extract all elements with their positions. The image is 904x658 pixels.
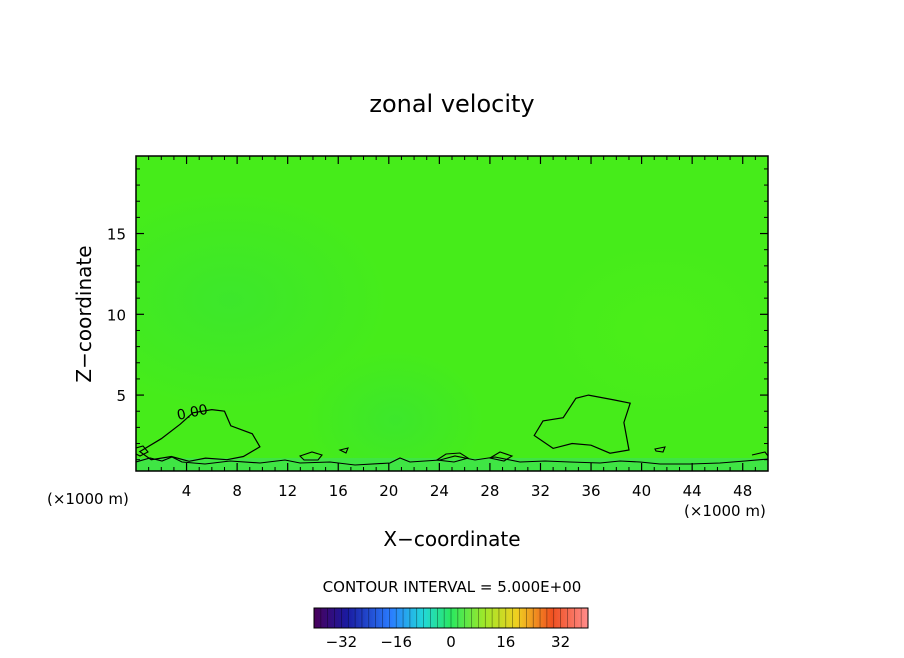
y-tick-label: 10 xyxy=(107,306,126,324)
surface-contour-cell xyxy=(136,445,149,457)
field-shade-right xyxy=(540,240,768,420)
y-tick-label: 15 xyxy=(107,226,126,244)
x-tick-label: 28 xyxy=(480,482,499,500)
colorbar-tick-label: −16 xyxy=(380,633,412,651)
x-tick-label: 32 xyxy=(531,482,550,500)
x-axis-label: X−coordinate xyxy=(383,527,520,551)
x-tick-label: 24 xyxy=(430,482,449,500)
surface-contour-cell xyxy=(751,451,768,457)
x-tick-label: 12 xyxy=(278,482,297,500)
x-tick-label: 4 xyxy=(182,482,192,500)
y-tick-label: 5 xyxy=(116,387,126,405)
zero-contour-line xyxy=(138,408,261,462)
surface-contour-cell xyxy=(654,446,666,453)
contour-label: 0.00 xyxy=(176,402,210,424)
surface-contour-cell xyxy=(338,447,349,454)
contour-interval-text: CONTOUR INTERVAL = 5.000E+00 xyxy=(323,578,582,596)
field-shade-center xyxy=(305,350,485,471)
surface-contour-cell xyxy=(488,451,514,462)
surface-contour-line xyxy=(136,455,768,466)
x-unit-left: (×1000 m) xyxy=(47,490,129,508)
surface-contour-cell xyxy=(435,452,470,463)
colorbar-tick-label: −32 xyxy=(326,633,358,651)
x-tick-label: 16 xyxy=(329,482,348,500)
x-tick-label: 8 xyxy=(232,482,242,500)
colorbar-stripes xyxy=(320,608,582,628)
x-tick-label: 20 xyxy=(379,482,398,500)
x-axis: 4 8 12 16 20 24 28 32 36 40 44 48 xyxy=(148,156,756,500)
colorbar-tick-label: 32 xyxy=(551,633,570,651)
y-axis: 5 10 15 xyxy=(107,168,768,461)
colorbar: −32 −16 0 16 32 xyxy=(313,607,589,651)
chart-title: zonal velocity xyxy=(369,90,534,118)
x-tick-label: 48 xyxy=(733,482,752,500)
x-tick-label: 44 xyxy=(683,482,702,500)
plot-area xyxy=(136,156,768,471)
colorbar-tick-label: 0 xyxy=(446,633,456,651)
zero-contours xyxy=(138,394,631,462)
y-axis-label: Z−coordinate xyxy=(72,245,96,382)
colorbar-ticks: −32 −16 0 16 32 xyxy=(326,633,571,651)
surface-contours xyxy=(136,445,768,466)
zero-contour-line xyxy=(533,394,631,454)
x-unit-right: (×1000 m) xyxy=(684,502,766,520)
surface-contour-cell xyxy=(298,451,323,461)
x-tick-label: 40 xyxy=(632,482,651,500)
x-tick-label: 36 xyxy=(581,482,600,500)
field-shade-left xyxy=(136,190,390,410)
colorbar-tick-label: 16 xyxy=(496,633,515,651)
